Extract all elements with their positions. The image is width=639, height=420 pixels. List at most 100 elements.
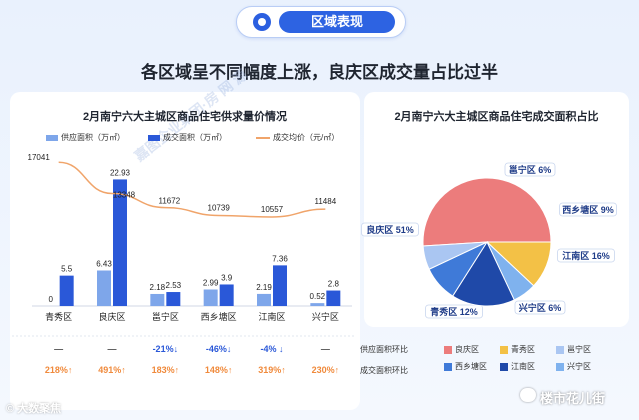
- account-name: 楼市花儿街: [540, 391, 606, 406]
- pie-label-box: [559, 202, 617, 217]
- pie-legend-item: 邕宁区: [556, 344, 591, 355]
- legend-deal: 成交面积（万㎡）: [148, 132, 227, 143]
- supply-bar: [257, 293, 271, 306]
- table-cell: 218%↑: [45, 365, 73, 375]
- pie-legend-label: 兴宁区: [567, 362, 591, 371]
- pie-legend-label: 良庆区: [455, 345, 479, 354]
- legend-price: 成交均价（元/㎡）: [256, 132, 339, 143]
- legend-deal-label: 成交面积（万㎡）: [163, 133, 227, 142]
- left-chart-card: [10, 92, 360, 410]
- price-value-label: 17041: [28, 153, 51, 162]
- price-value-label: 10557: [261, 205, 284, 214]
- deal-bar: [113, 179, 127, 306]
- pie-legend-item: 西乡塘区: [444, 361, 487, 372]
- deal-value-label: 22.93: [110, 168, 131, 177]
- pie-legend-item: 江南区: [500, 361, 535, 372]
- pie-legend-swatch: [444, 362, 452, 371]
- supply-value-label: 2.99: [203, 278, 219, 287]
- wechat-icon: [520, 388, 536, 402]
- pie-legend-swatch: [500, 345, 508, 354]
- legend-supply-swatch: [46, 134, 58, 141]
- price-line: [58, 161, 326, 218]
- table-cell: -21%↓: [153, 344, 179, 354]
- pie-slice: [422, 241, 488, 270]
- pie-legend-item: 兴宁区: [556, 361, 591, 372]
- supply-value-label: 0: [48, 295, 53, 304]
- deal-value-label: 5.5: [61, 265, 73, 274]
- pie-slice-label: 邕宁区 6%: [509, 164, 552, 175]
- deal-bar: [326, 290, 341, 306]
- deal-value-label: 3.9: [221, 273, 233, 282]
- table-cell: —: [321, 344, 330, 354]
- pie-slice-label: 西乡塘区 9%: [562, 204, 614, 215]
- pie-legend-item: 良庆区: [444, 344, 479, 355]
- legend-deal-swatch: [148, 134, 160, 141]
- deal-bar: [166, 292, 181, 306]
- price-value-label: 11672: [159, 197, 181, 206]
- pie-legend-swatch: [444, 345, 452, 354]
- pie-slice-label: 良庆区 51%: [366, 224, 414, 235]
- pie-label-box: [514, 300, 566, 315]
- pie-slice-label: 兴宁区 6%: [519, 302, 562, 313]
- deal-bar: [273, 265, 287, 306]
- pie-slice-label: 青秀区 12%: [430, 306, 478, 317]
- table-cell: 491%↑: [98, 365, 126, 375]
- supply-value-label: 0.52: [310, 292, 326, 301]
- supply-value-label: 2.18: [150, 283, 166, 292]
- source-credit: © 大数聚焦: [6, 403, 62, 415]
- pie-legend-swatch: [556, 345, 564, 354]
- x-tick-label: 良庆区: [98, 311, 125, 322]
- price-value-label: 10739: [208, 203, 231, 212]
- supply-bar: [310, 303, 325, 306]
- table-row-label: 供应面积环比: [360, 344, 408, 354]
- x-tick-label: 西乡塘区: [201, 311, 237, 322]
- pie-chart-title: 2月南宁六大主城区商品住宅成交面积占比: [394, 111, 599, 123]
- legend-supply: 供应面积（万㎡）: [46, 132, 125, 143]
- section-title: 区域表现: [279, 11, 395, 33]
- pie-slice: [452, 240, 515, 307]
- table-cell: —: [108, 344, 117, 354]
- pie-slice: [422, 177, 552, 247]
- deal-bar: [219, 284, 234, 306]
- x-tick-label: 江南区: [258, 311, 285, 322]
- table-row-label: 成交面积环比: [360, 365, 408, 375]
- pie-label-box: [504, 162, 556, 177]
- pie-legend-item: 青秀区: [500, 344, 535, 355]
- legend-price-swatch: [256, 136, 270, 139]
- x-tick-label: 兴宁区: [312, 311, 339, 322]
- deal-bar: [59, 275, 74, 306]
- legend-price-label: 成交均价（元/㎡）: [273, 133, 340, 142]
- supply-value-label: 2.19: [256, 283, 272, 292]
- pie-legend-label: 青秀区: [511, 345, 535, 354]
- pie-label-box: [425, 304, 483, 319]
- table-cell: -4% ↓: [260, 344, 283, 354]
- pie-legend-label: 江南区: [511, 362, 535, 371]
- x-tick-label: 青秀区: [45, 311, 72, 322]
- deal-value-label: 2.53: [166, 281, 182, 290]
- table-cell: 183%↑: [152, 365, 180, 375]
- x-tick-label: 邕宁区: [152, 311, 179, 322]
- headline: 各区域呈不同幅度上涨，良庆区成交量占比过半: [141, 63, 498, 82]
- pie-slice-label: 江南区 16%: [562, 250, 610, 261]
- table-cell: 148%↑: [205, 365, 233, 375]
- pie-legend-swatch: [556, 362, 564, 371]
- price-value-label: 11484: [315, 197, 337, 206]
- pie-legend-swatch: [500, 362, 508, 371]
- table-cell: 230%↑: [312, 365, 340, 375]
- table-cell: —: [54, 344, 63, 354]
- pie-legend-label: 西乡塘区: [455, 362, 487, 371]
- supply-bar: [203, 289, 218, 306]
- legend-supply-label: 供应面积（万㎡）: [61, 133, 125, 142]
- deal-value-label: 7.36: [272, 254, 288, 263]
- bar-chart-title: 2月南宁六大主城区商品住宅供求量价情况: [82, 111, 288, 123]
- supply-bar: [97, 270, 111, 306]
- deal-value-label: 2.8: [328, 280, 340, 289]
- pie-legend-label: 邕宁区: [567, 345, 591, 354]
- pie-label-box: [557, 248, 615, 263]
- section-banner: 区域表现: [236, 6, 406, 38]
- supply-bar: [150, 293, 165, 306]
- price-value-label: 13348: [113, 190, 136, 199]
